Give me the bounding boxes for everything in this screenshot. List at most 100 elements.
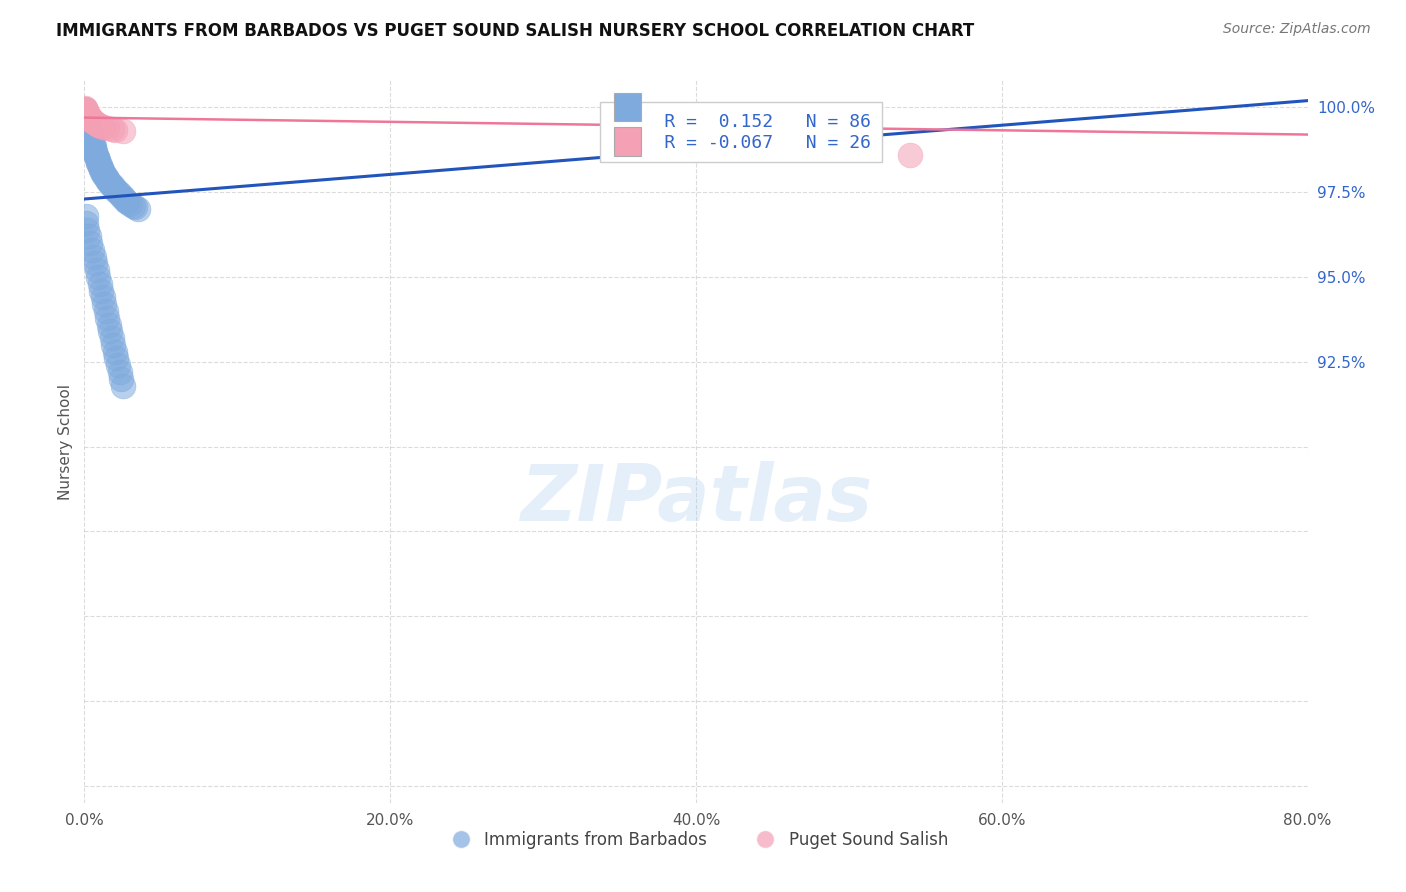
Point <box>115 195 138 210</box>
Point <box>110 372 132 386</box>
Point <box>83 143 105 157</box>
Point <box>77 126 100 140</box>
Point <box>103 338 125 352</box>
Point <box>93 297 115 311</box>
Point <box>104 344 127 359</box>
Point <box>79 129 101 144</box>
Point <box>91 120 114 134</box>
Point <box>86 117 108 131</box>
Point <box>75 104 97 119</box>
Point <box>90 284 112 298</box>
Point <box>87 153 110 167</box>
Point <box>111 378 134 392</box>
Point <box>73 101 96 115</box>
Point <box>87 156 110 170</box>
FancyBboxPatch shape <box>614 93 641 121</box>
Point <box>98 177 121 191</box>
Point <box>75 103 97 118</box>
Point <box>89 158 111 172</box>
Point <box>76 107 98 121</box>
Text: ZIPatlas: ZIPatlas <box>520 461 872 537</box>
Point <box>77 110 100 124</box>
Point <box>105 184 128 198</box>
Point <box>101 121 124 136</box>
Point <box>76 105 98 120</box>
Point <box>104 123 127 137</box>
Point <box>110 188 132 202</box>
Point <box>76 117 98 131</box>
Point <box>107 358 129 372</box>
Point <box>122 199 145 213</box>
Point <box>83 114 105 128</box>
Point <box>94 169 117 184</box>
Point <box>77 122 100 136</box>
Point <box>75 111 97 125</box>
Point <box>83 139 105 153</box>
FancyBboxPatch shape <box>614 128 641 156</box>
Point <box>93 168 115 182</box>
Point <box>76 222 98 236</box>
Point <box>80 136 103 150</box>
Point <box>76 120 98 135</box>
Point <box>84 146 107 161</box>
Point <box>638 131 661 145</box>
Point <box>76 106 98 120</box>
Point <box>87 118 110 132</box>
Point <box>75 109 97 123</box>
Point <box>105 351 128 366</box>
Point <box>97 318 120 332</box>
Point <box>84 148 107 162</box>
Point <box>96 171 118 186</box>
Point <box>76 114 98 128</box>
Point <box>84 116 107 130</box>
Point <box>112 192 135 206</box>
Point <box>90 163 112 178</box>
Point <box>91 167 114 181</box>
Point <box>79 112 101 126</box>
Point <box>97 175 120 189</box>
Point <box>76 119 98 133</box>
Point <box>124 201 146 215</box>
Point <box>80 112 103 127</box>
Point <box>86 263 108 277</box>
Point <box>75 107 97 121</box>
Point <box>75 105 97 120</box>
Point <box>84 256 107 270</box>
Point <box>101 178 124 193</box>
Point <box>77 124 100 138</box>
Point <box>77 229 100 244</box>
Point <box>75 209 97 223</box>
Point <box>89 277 111 291</box>
Point <box>98 324 121 338</box>
Point <box>77 109 100 123</box>
Point <box>94 304 117 318</box>
Point <box>79 131 101 145</box>
Point <box>89 119 111 133</box>
Point <box>79 111 101 125</box>
Text: R =  0.152   N = 86
     R = -0.067   N = 26: R = 0.152 N = 86 R = -0.067 N = 26 <box>610 112 872 152</box>
Point <box>80 113 103 128</box>
Point <box>89 160 111 174</box>
Text: IMMIGRANTS FROM BARBADOS VS PUGET SOUND SALISH NURSERY SCHOOL CORRELATION CHART: IMMIGRANTS FROM BARBADOS VS PUGET SOUND … <box>56 22 974 40</box>
Point <box>101 331 124 345</box>
Point <box>103 180 125 194</box>
Point <box>90 161 112 176</box>
Point <box>79 128 101 142</box>
Point <box>127 202 149 217</box>
Point <box>87 154 110 169</box>
Point <box>75 103 97 118</box>
Point <box>898 148 921 162</box>
Point <box>86 150 108 164</box>
Point <box>80 243 103 257</box>
Point <box>83 141 105 155</box>
Point <box>75 102 97 116</box>
Point <box>75 103 97 117</box>
Point <box>111 124 134 138</box>
Point <box>76 116 98 130</box>
Point <box>96 310 118 325</box>
Text: Source: ZipAtlas.com: Source: ZipAtlas.com <box>1223 22 1371 37</box>
Y-axis label: Nursery School: Nursery School <box>58 384 73 500</box>
Point <box>108 186 131 201</box>
Point <box>91 290 114 304</box>
Point <box>79 133 101 147</box>
